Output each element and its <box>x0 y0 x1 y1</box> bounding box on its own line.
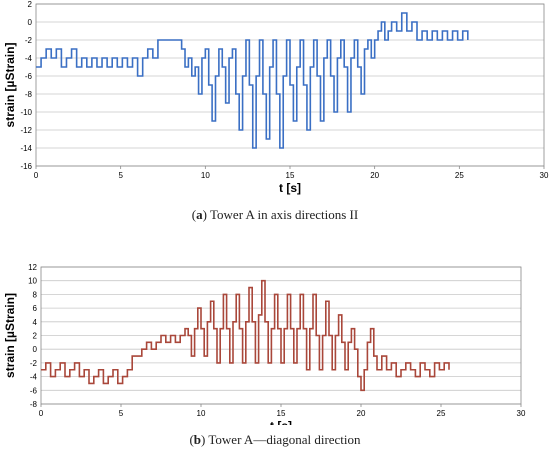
y-tick-label: 0 <box>33 345 38 354</box>
y-tick-label: 8 <box>33 290 38 299</box>
y-tick-label: 2 <box>28 0 33 9</box>
x-tick-label: 20 <box>357 409 366 418</box>
y-tick-label: -8 <box>25 90 33 99</box>
y-tick-label: 2 <box>33 332 38 341</box>
caption-b-text: Tower A—diagonal direction <box>205 432 361 447</box>
x-tick-label: 0 <box>39 409 44 418</box>
caption-a-text: Tower A in axis directions II <box>206 207 359 222</box>
x-axis-label: t [s] <box>279 181 301 195</box>
y-tick-label: -14 <box>20 144 32 153</box>
x-tick-label: 25 <box>437 409 446 418</box>
chart-tower-a-axis: 20-2-4-6-8-10-12-14-160 5 10 15 20 25 30t [s]s… <box>3 0 549 195</box>
y-tick-label: 6 <box>33 304 38 313</box>
y-tick-label: -6 <box>30 386 38 395</box>
x-tick-label: 5 <box>119 409 124 418</box>
y-axis-label: strain [µStrain] <box>3 293 17 378</box>
y-tick-label: -12 <box>20 126 32 135</box>
caption-a: (a) Tower A in axis directions II <box>191 207 359 222</box>
y-tick-label: -4 <box>25 54 33 63</box>
caption-a-letter: a <box>196 207 203 222</box>
y-tick-label: -2 <box>30 359 38 368</box>
caption-b: (b) Tower A—diagonal direction <box>189 432 361 447</box>
caption-b-letter: b <box>193 432 202 447</box>
y-tick-label: -16 <box>20 162 32 171</box>
y-axis-label: strain [µStrain] <box>3 43 17 128</box>
y-tick-label: 4 <box>33 318 38 327</box>
x-tick-label: 5 <box>118 171 123 180</box>
x-tick-label: 15 <box>277 409 286 418</box>
y-tick-label: -8 <box>30 400 38 409</box>
series-line <box>36 12 469 149</box>
x-tick-label: 20 <box>370 171 379 180</box>
x-axis-label: t [s] <box>270 419 292 425</box>
x-tick-label: 10 <box>201 171 210 180</box>
y-tick-label: -6 <box>25 72 33 81</box>
x-tick-label: 10 <box>197 409 206 418</box>
x-tick-label: 0 <box>34 171 39 180</box>
x-tick-label: 15 <box>286 171 295 180</box>
series-line <box>41 279 450 392</box>
y-tick-label: -4 <box>30 373 38 382</box>
y-tick-label: -10 <box>20 108 32 117</box>
y-tick-label: -2 <box>25 36 33 45</box>
x-tick-label: 30 <box>517 409 526 418</box>
y-tick-label: 12 <box>28 263 37 272</box>
y-tick-label: 0 <box>28 18 33 27</box>
y-tick-label: 10 <box>28 277 37 286</box>
x-tick-label: 30 <box>540 171 549 180</box>
x-tick-label: 25 <box>455 171 464 180</box>
